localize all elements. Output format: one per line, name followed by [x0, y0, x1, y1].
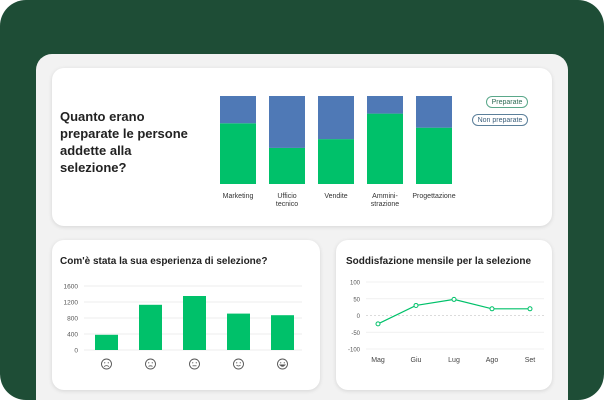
month-label: Ago	[486, 357, 499, 364]
unhappy-face-icon	[145, 358, 156, 370]
experience-bar	[227, 313, 250, 350]
very-happy-face-icon	[277, 358, 288, 370]
category-label: Ufficio	[277, 193, 296, 200]
legend-prepared[interactable]: Preparate	[486, 96, 528, 108]
stacked-bar-prepared	[318, 139, 354, 184]
y-tick-label: 50	[353, 297, 360, 303]
stacked-bar-not-prepared	[367, 96, 403, 114]
neutral-face-icon	[189, 358, 200, 370]
neutral-face-eye-icon	[195, 362, 197, 364]
happy-face-eye-icon	[239, 362, 241, 364]
stacked-bar-prepared	[367, 113, 403, 184]
legend-not-prepared[interactable]: Non preparate	[472, 114, 528, 126]
unhappy-face-eye-icon	[151, 362, 153, 364]
satisfaction-line	[377, 298, 530, 325]
stacked-bar-prepared	[269, 147, 305, 184]
very-happy-face-eye-icon	[283, 362, 285, 364]
category-label: tecnico	[276, 201, 298, 208]
experience-bar	[183, 296, 206, 350]
very-unhappy-face-eye-icon	[107, 362, 109, 364]
y-tick-label: 1600	[64, 284, 79, 291]
y-tick-label: 800	[67, 316, 78, 323]
very-happy-face-eye-icon	[280, 362, 282, 364]
y-tick-label: 0	[74, 348, 78, 355]
stacked-bar-prepared	[220, 123, 256, 184]
category-label: Vendite	[324, 193, 347, 200]
satisfaction-point	[413, 302, 419, 308]
preparation-question-title: Quanto erano preparate le persone addett…	[60, 109, 188, 175]
very-unhappy-face-eye-icon	[104, 362, 106, 364]
happy-face-eye-icon	[236, 362, 238, 364]
satisfaction-point	[489, 306, 495, 312]
stacked-bar-not-prepared	[269, 96, 305, 148]
y-tick-label: 100	[350, 281, 361, 287]
y-tick-label: -100	[348, 348, 361, 354]
y-tick-label: -50	[351, 331, 360, 337]
stacked-bar-not-prepared	[220, 96, 256, 124]
experience-bar	[271, 315, 294, 350]
stacked-bar-prepared	[416, 127, 452, 184]
satisfaction-point	[451, 296, 457, 302]
happy-face-icon	[233, 358, 244, 370]
very-unhappy-face-mouth-icon	[103, 365, 110, 367]
category-label: Marketing	[223, 193, 254, 200]
stacked-bar-not-prepared	[318, 96, 354, 140]
very-happy-face-mouth-icon	[279, 364, 286, 367]
category-label: strazione	[371, 201, 400, 208]
monthly-chart-title: Soddisfazione mensile per la selezione	[346, 256, 532, 267]
month-label: Lug	[448, 357, 460, 364]
experience-chart-title: Com'è stata la sua esperienza di selezio…	[60, 256, 268, 267]
month-label: Set	[525, 357, 536, 364]
month-label: Mag	[371, 357, 385, 364]
experience-bar	[95, 334, 118, 350]
category-label: Progettazione	[412, 193, 455, 200]
satisfaction-point	[527, 306, 533, 312]
month-label: Giu	[411, 357, 422, 364]
neutral-face-eye-icon	[192, 362, 194, 364]
category-label: Ammini-	[372, 193, 398, 200]
stacked-bar-not-prepared	[416, 96, 452, 128]
unhappy-face-eye-icon	[148, 362, 150, 364]
y-tick-label: 0	[357, 314, 361, 320]
unhappy-face-mouth-icon	[148, 365, 153, 367]
y-tick-label: 1200	[64, 300, 79, 307]
experience-bar	[139, 304, 162, 350]
happy-face-mouth-icon	[236, 364, 241, 367]
y-tick-label: 400	[67, 332, 78, 339]
satisfaction-point	[375, 321, 381, 327]
monthly-satisfaction-card	[336, 240, 552, 390]
very-unhappy-face-icon	[101, 358, 112, 370]
